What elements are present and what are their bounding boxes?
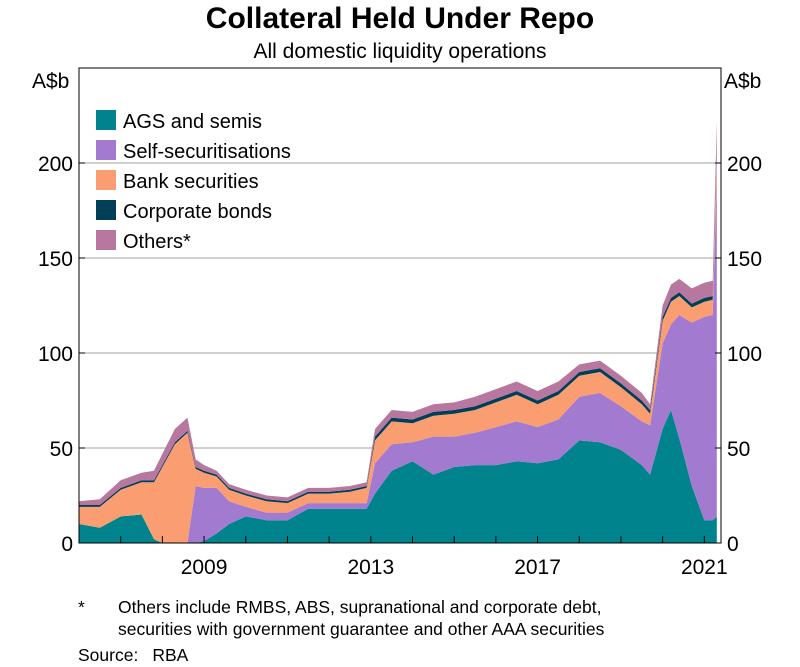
legend-swatch-3 (96, 200, 116, 220)
y-tick-right-100: 100 (727, 343, 762, 366)
legend-label-4: Others* (123, 231, 191, 253)
chart-subtitle: All domestic liquidity operations (253, 40, 547, 63)
y-axis-label-right: A$b (724, 70, 761, 93)
legend-swatch-0 (96, 110, 116, 130)
y-axis-label-left: A$b (32, 70, 69, 93)
y-tick-left-200: 200 (38, 153, 73, 176)
legend-label-3: Corporate bonds (123, 201, 272, 223)
y-tick-right-150: 150 (727, 248, 762, 271)
chart-title: Collateral Held Under Repo (205, 2, 595, 35)
source-value: RBA (152, 645, 189, 665)
series-area-1 (79, 178, 717, 543)
series-area-2 (79, 155, 717, 543)
plot-frame (78, 67, 722, 544)
legend-swatch-1 (96, 140, 116, 160)
legend-label-0: AGS and semis (123, 111, 262, 133)
x-tick-label-2021: 2021 (681, 556, 728, 579)
y-tick-right-0: 0 (727, 533, 739, 556)
footnote-line-2: securities with government guarantee and… (118, 619, 605, 639)
source-note: Source: RBA (78, 645, 188, 666)
legend-label-1: Self-securitisations (123, 141, 291, 163)
footnote-line-1: Others include RMBS, ABS, supranational … (118, 597, 602, 617)
legend-swatch-2 (96, 170, 116, 190)
y-tick-left-100: 100 (38, 343, 73, 366)
y-tick-right-50: 50 (727, 438, 750, 461)
legend-swatch-4 (96, 230, 116, 250)
legend-label-2: Bank securities (123, 171, 259, 193)
y-tick-left-150: 150 (38, 248, 73, 271)
x-tick-label-2017: 2017 (514, 556, 561, 579)
y-tick-left-0: 0 (61, 533, 73, 556)
footnote-mark: * (78, 597, 85, 617)
x-tick-label-2013: 2013 (347, 556, 394, 579)
source-label: Source: (78, 645, 139, 665)
y-tick-left-50: 50 (50, 438, 73, 461)
x-tick-label-2009: 2009 (181, 556, 228, 579)
series-area-0 (79, 410, 717, 543)
y-tick-right-200: 200 (727, 153, 762, 176)
